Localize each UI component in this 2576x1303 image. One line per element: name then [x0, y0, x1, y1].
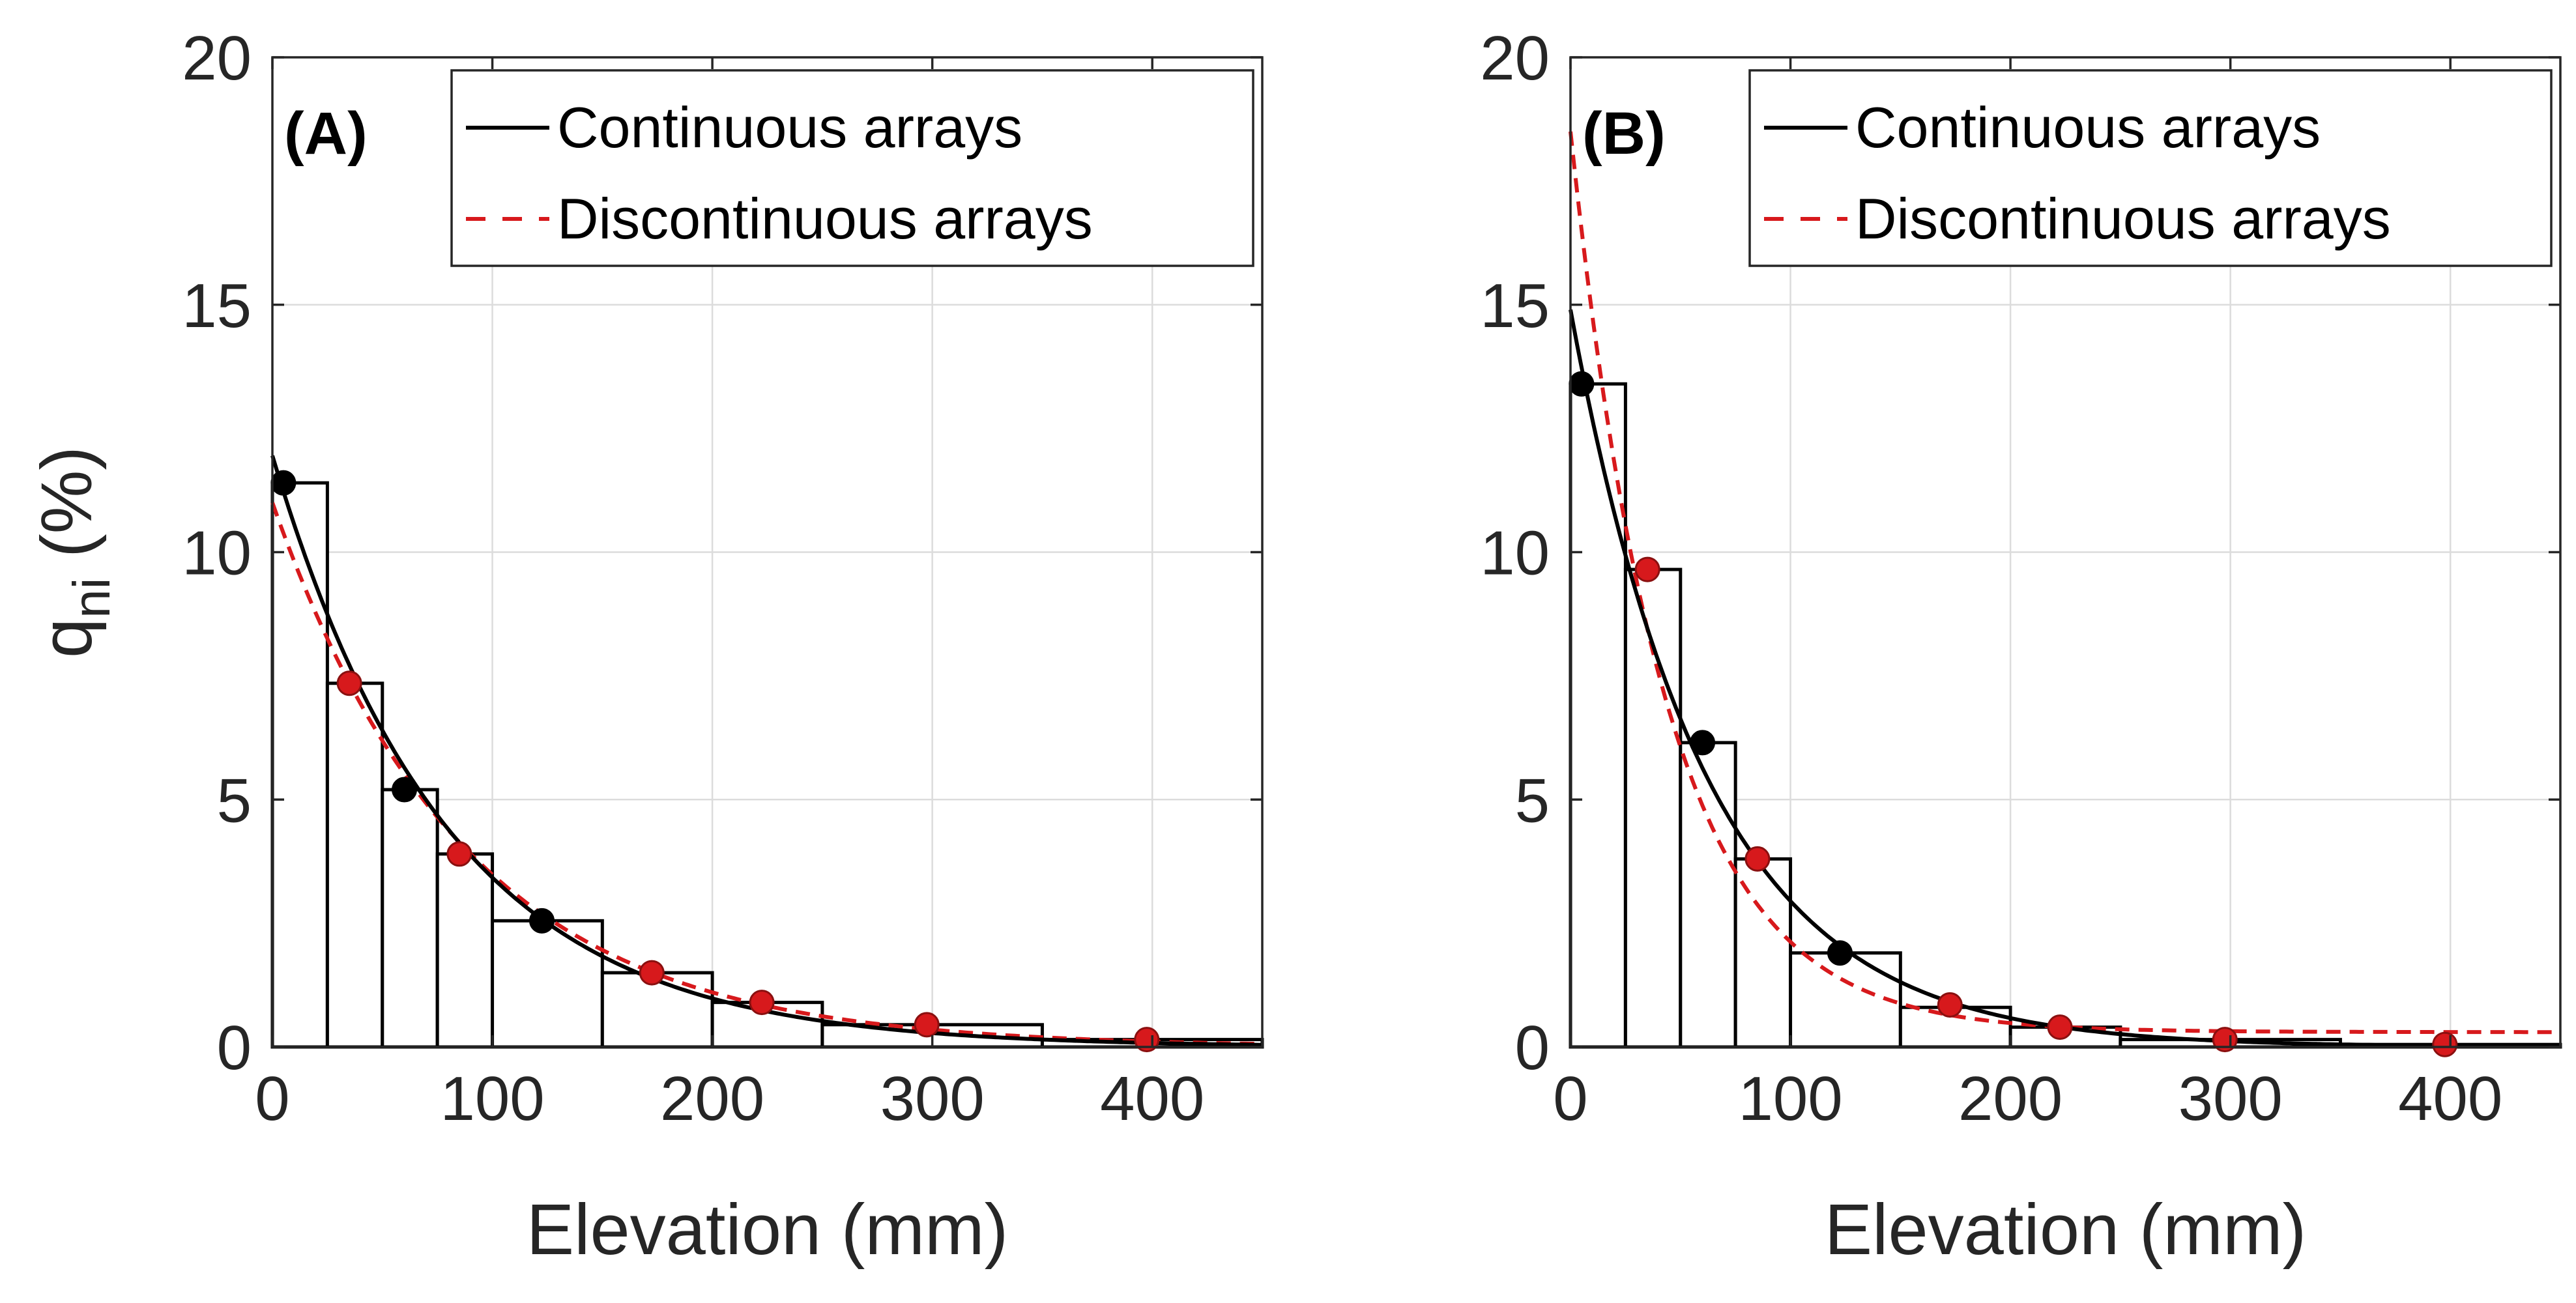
y-axis-label-unit: (%): [27, 446, 107, 578]
data-point-continuous: [270, 470, 297, 496]
data-point-discontinuous: [2047, 1014, 2073, 1040]
data-point-discontinuous: [1744, 846, 1771, 872]
y-axis-label: qni (%): [27, 446, 121, 658]
histogram-bar: [1569, 382, 1627, 1049]
x-tick-label: 200: [660, 1064, 764, 1134]
panel-label: (B): [1582, 100, 1666, 167]
data-point-discontinuous: [749, 990, 775, 1016]
data-point-continuous: [1690, 730, 1716, 756]
legend-label-discontinuous: Discontinuous arrays: [557, 186, 1093, 251]
data-point-discontinuous: [336, 670, 362, 696]
x-tick-label: 0: [255, 1064, 289, 1134]
x-tick-label: 300: [880, 1064, 985, 1134]
x-axis-label: Elevation (mm): [1825, 1190, 2307, 1270]
y-tick-label: 5: [217, 766, 252, 835]
y-axis-label-main: q: [27, 618, 107, 658]
legend-label-continuous: Continuous arrays: [557, 95, 1022, 160]
y-tick-label: 20: [182, 23, 252, 93]
panel-b: 0 100 200 300 400 0 5 10 15 20 Elevation (mm) (B) Co…: [1480, 23, 2562, 1270]
x-axis-label: Elevation (mm): [527, 1190, 1009, 1270]
panel-a: 0 100 200 300 400 0 5 10 15 20 Elevation (mm) qni (…: [27, 23, 1264, 1270]
histogram-bar: [435, 852, 495, 1049]
y-tick-label: 10: [182, 519, 252, 588]
x-tick-label: 100: [440, 1064, 544, 1134]
y-tick-label: 0: [1515, 1013, 1550, 1083]
data-point-continuous: [1569, 371, 1595, 397]
histogram-bar: [270, 481, 329, 1049]
y-tick-label: 0: [217, 1013, 252, 1083]
legend-label-discontinuous: Discontinuous arrays: [1855, 186, 2391, 251]
y-tick-label: 10: [1480, 519, 1550, 588]
data-point-continuous: [529, 908, 555, 934]
data-point-discontinuous: [639, 960, 665, 986]
x-tick-label: 0: [1553, 1064, 1587, 1134]
y-tick-label: 5: [1515, 766, 1550, 835]
histogram-bar: [381, 788, 439, 1049]
panel-label: (A): [284, 100, 368, 167]
legend-box: [450, 69, 1254, 267]
y-tick-label: 15: [1480, 271, 1550, 341]
histogram-bar: [325, 681, 384, 1049]
data-point-discontinuous: [1937, 992, 1963, 1018]
data-point-continuous: [1827, 940, 1853, 966]
legend-box: [1748, 69, 2553, 267]
y-tick-label: 20: [1480, 23, 1550, 93]
histogram-bar: [1679, 741, 1737, 1049]
data-point-discontinuous: [1634, 556, 1660, 582]
x-tick-label: 100: [1738, 1064, 1842, 1134]
data-point-discontinuous: [2432, 1031, 2458, 1057]
data-point-continuous: [392, 777, 418, 803]
x-tick-label: 400: [2398, 1064, 2502, 1134]
series-line-discontinuous: [1569, 131, 2560, 1035]
data-point-discontinuous: [914, 1012, 940, 1038]
x-tick-label: 400: [1100, 1064, 1204, 1134]
y-axis-label-subscript: ni: [63, 578, 121, 618]
data-point-discontinuous: [446, 841, 472, 867]
x-tick-label: 200: [1958, 1064, 2062, 1134]
x-tick-label: 300: [2178, 1064, 2283, 1134]
y-tick-label: 15: [182, 271, 252, 341]
legend-label-continuous: Continuous arrays: [1855, 95, 2321, 160]
